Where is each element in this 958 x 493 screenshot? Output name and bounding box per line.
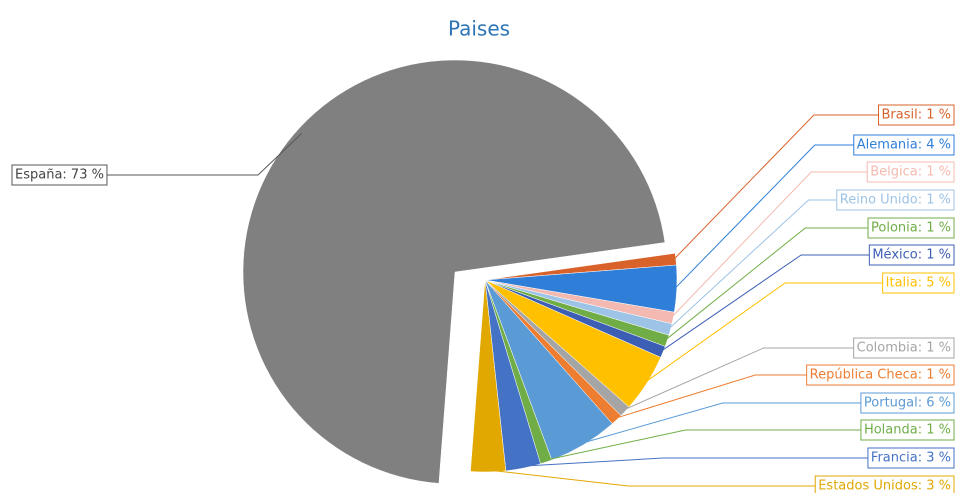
chart-title: Paises: [448, 17, 510, 41]
leader-line: [615, 374, 807, 419]
leader-line: [488, 469, 816, 487]
leader-line: [582, 402, 861, 444]
leader-line: [670, 171, 868, 318]
pie-slice: [470, 279, 507, 473]
leader-line: [522, 457, 868, 467]
data-label: Francia: 3 %: [871, 451, 951, 466]
leader-line: [106, 132, 303, 176]
data-label: España: 73 %: [15, 168, 104, 183]
pie-slice: [242, 59, 666, 484]
data-label: Italia: 5 %: [886, 276, 951, 291]
leader-line: [668, 199, 837, 330]
data-label: Portugal: 6 %: [864, 396, 951, 411]
data-label: Holanda: 1 %: [864, 423, 951, 438]
leader-line: [664, 227, 869, 341]
data-label: Estados Unidos: 3 %: [818, 479, 951, 493]
data-label: Polonia: 1 %: [871, 221, 951, 236]
data-label: Belgica: 1 %: [870, 165, 951, 180]
data-label: Alemania: 4 %: [857, 138, 951, 153]
leader-line: [545, 429, 861, 461]
leader-line: [673, 114, 879, 260]
data-label: Colombia: 1 %: [857, 341, 951, 356]
leader-line: [623, 347, 854, 411]
data-label: República Checa: 1 %: [810, 368, 951, 383]
data-label: Reino Unido: 1 %: [840, 193, 951, 208]
leader-line: [644, 282, 883, 383]
data-label: Brasil: 1 %: [882, 108, 952, 123]
data-label: México: 1 %: [872, 248, 951, 263]
leader-line: [674, 144, 854, 289]
leader-line: [660, 254, 870, 352]
